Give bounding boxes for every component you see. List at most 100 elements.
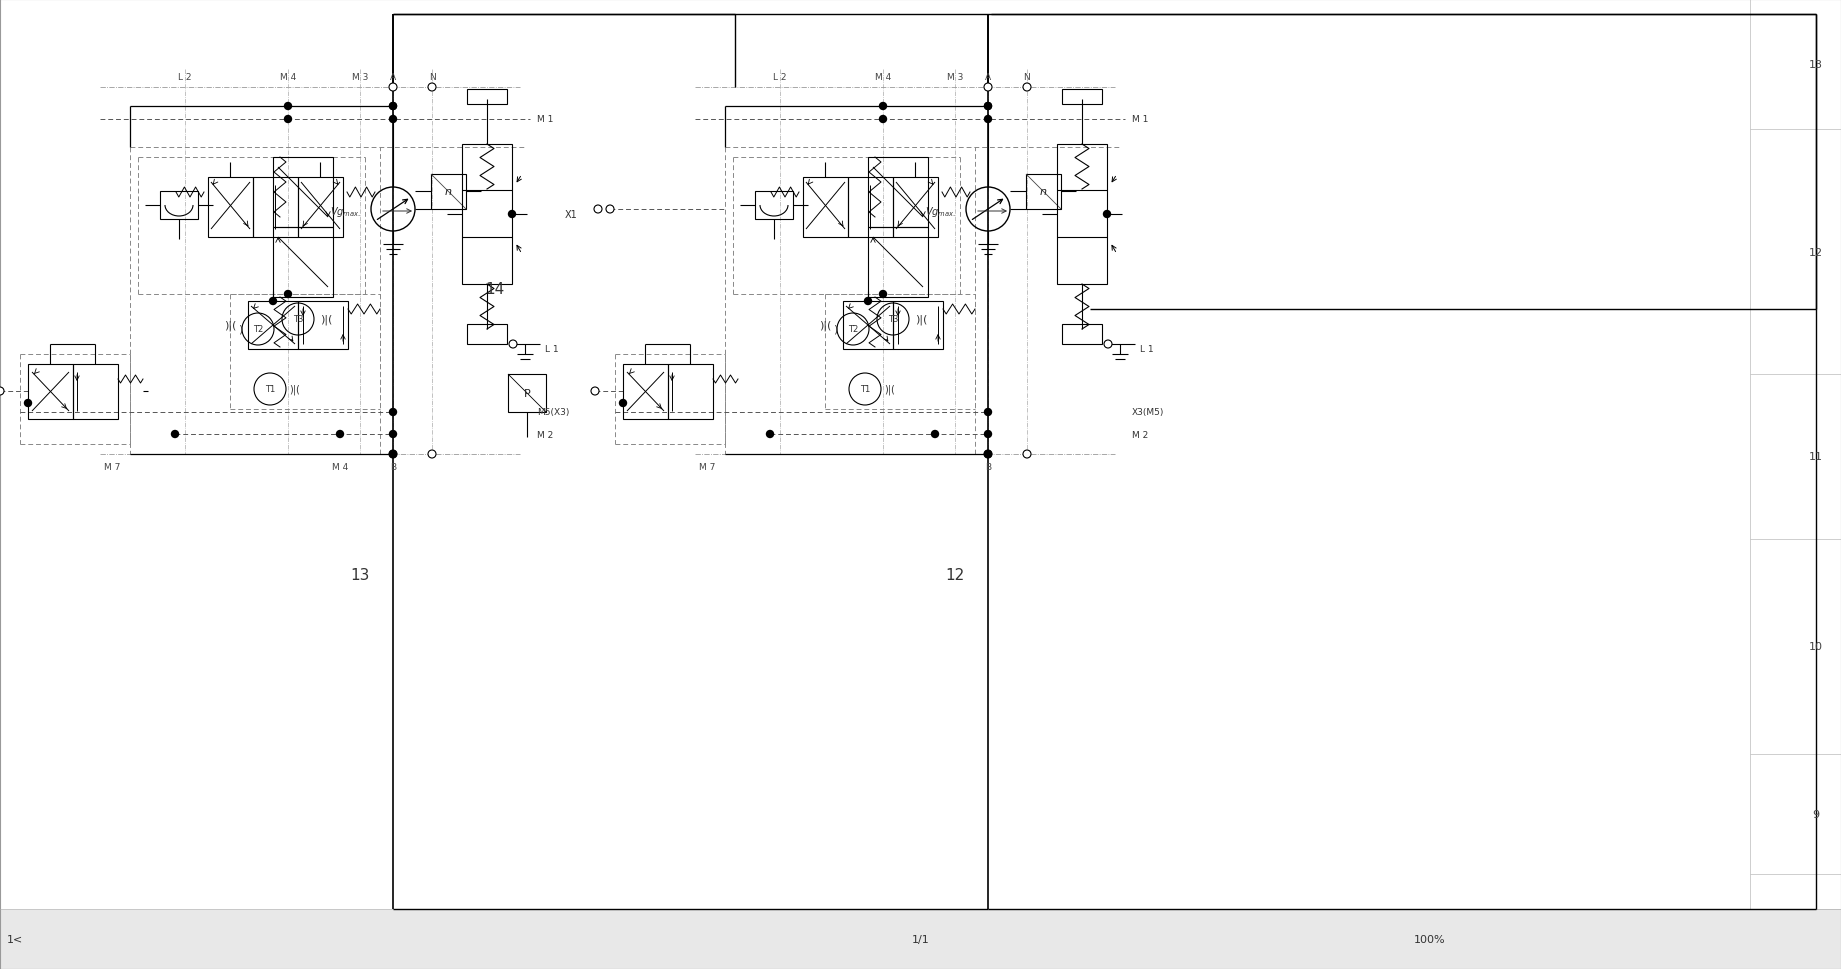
Bar [893, 178, 939, 237]
Text: $Vg_{max.}$: $Vg_{max.}$ [330, 204, 361, 219]
Text: T3: T3 [293, 315, 304, 325]
Circle shape [932, 431, 939, 438]
Text: L 2: L 2 [773, 74, 786, 82]
Circle shape [766, 431, 773, 438]
Text: L 1: L 1 [1140, 345, 1154, 354]
Circle shape [606, 205, 615, 214]
Circle shape [865, 298, 871, 305]
Bar [1025, 174, 1060, 209]
Circle shape [390, 116, 396, 123]
Text: B: B [985, 463, 990, 472]
Text: 1<: 1< [7, 934, 24, 944]
Circle shape [985, 409, 992, 416]
Text: )|(: )|( [289, 385, 300, 394]
Circle shape [508, 211, 515, 218]
Text: 9: 9 [1812, 809, 1819, 819]
Text: 13: 13 [1810, 60, 1823, 70]
Bar [755, 192, 793, 220]
Text: M 3: M 3 [946, 74, 963, 82]
Bar [298, 178, 342, 237]
Circle shape [171, 431, 179, 438]
Text: n: n [1040, 187, 1046, 197]
Text: M 1: M 1 [1132, 115, 1149, 124]
Text: 10: 10 [1810, 641, 1823, 652]
Circle shape [880, 116, 887, 123]
Text: n: n [444, 187, 451, 197]
Bar [1062, 325, 1103, 345]
Circle shape [1024, 84, 1031, 92]
Text: M 7: M 7 [103, 463, 120, 472]
Text: T3: T3 [887, 315, 898, 325]
Text: M 1: M 1 [538, 115, 554, 124]
Text: N: N [1024, 74, 1031, 82]
Text: M 2: M 2 [1132, 430, 1149, 439]
Circle shape [388, 84, 398, 92]
Circle shape [388, 451, 398, 458]
Circle shape [269, 298, 276, 305]
Bar [508, 375, 547, 413]
Text: )|(: )|( [225, 321, 236, 330]
Circle shape [390, 104, 396, 110]
Text: 12: 12 [1810, 247, 1823, 257]
Circle shape [1105, 341, 1112, 349]
Circle shape [1103, 211, 1110, 218]
Text: T2: T2 [849, 326, 858, 334]
Circle shape [983, 451, 992, 458]
Text: 13: 13 [350, 567, 370, 582]
Bar [668, 364, 712, 420]
Text: 100%: 100% [1414, 934, 1445, 944]
Text: L 1: L 1 [545, 345, 558, 354]
Text: X1: X1 [563, 209, 576, 220]
Bar [462, 144, 512, 285]
Text: N: N [429, 74, 434, 82]
Circle shape [285, 116, 291, 123]
Text: $Vg_{max.}$: $Vg_{max.}$ [924, 204, 955, 219]
Circle shape [390, 409, 396, 416]
Bar [431, 174, 466, 209]
Circle shape [390, 431, 396, 438]
Text: P: P [523, 389, 530, 398]
Text: 14: 14 [486, 282, 504, 297]
Circle shape [880, 292, 887, 298]
Circle shape [0, 388, 4, 395]
Circle shape [985, 104, 992, 110]
Bar [28, 364, 74, 420]
Bar [249, 301, 298, 350]
Text: )|(: )|( [320, 314, 331, 325]
Circle shape [285, 292, 291, 298]
Bar [893, 301, 943, 350]
Bar [1057, 144, 1106, 285]
Bar [849, 178, 893, 237]
Text: 1/1: 1/1 [911, 934, 930, 944]
Circle shape [427, 451, 436, 458]
Circle shape [285, 104, 291, 110]
Text: M 3: M 3 [352, 74, 368, 82]
Circle shape [983, 84, 992, 92]
Circle shape [337, 431, 344, 438]
Circle shape [427, 84, 436, 92]
Bar [867, 228, 928, 297]
Bar [468, 90, 506, 105]
Bar [298, 301, 348, 350]
Text: T1: T1 [265, 385, 274, 394]
Text: L 2: L 2 [179, 74, 191, 82]
Bar [468, 325, 506, 345]
Circle shape [24, 400, 31, 407]
Text: A: A [390, 74, 396, 82]
Bar [803, 178, 849, 237]
Circle shape [985, 116, 992, 123]
Text: )|(: )|( [819, 321, 830, 330]
Text: T2: T2 [252, 326, 263, 334]
Bar [0, 909, 1841, 969]
Bar [272, 158, 333, 228]
Text: M 4: M 4 [280, 74, 296, 82]
Circle shape [985, 451, 992, 458]
Circle shape [985, 431, 992, 438]
Text: 12: 12 [946, 567, 965, 582]
Text: T1: T1 [860, 385, 871, 394]
Bar [1062, 90, 1103, 105]
Bar [74, 364, 118, 420]
Circle shape [620, 400, 626, 407]
Circle shape [985, 104, 992, 110]
Bar [208, 178, 252, 237]
